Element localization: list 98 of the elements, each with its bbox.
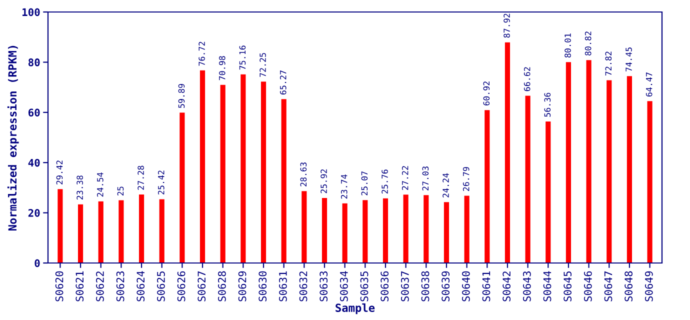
bar (546, 122, 551, 263)
x-tick-label: S0623 (116, 271, 124, 302)
x-tick-label: S0636 (380, 271, 389, 302)
data-label: 23.74 (340, 174, 348, 199)
bar (647, 101, 652, 263)
data-label: 72.82 (605, 52, 612, 76)
bar (566, 62, 572, 263)
bar (606, 80, 612, 263)
x-tick-label: S0628 (218, 271, 226, 302)
data-label: 25.76 (382, 170, 388, 194)
data-label: 66.62 (524, 67, 530, 92)
bar (444, 202, 450, 263)
x-tick-label: S0649 (644, 271, 653, 302)
bar (260, 82, 266, 263)
data-label: 65.27 (280, 70, 286, 94)
bar (240, 74, 246, 263)
bar (159, 199, 164, 263)
bar (302, 191, 307, 263)
y-axis-title: Normalized expression (RPKM) (7, 46, 19, 231)
data-label: 27.28 (138, 166, 144, 190)
bar (424, 195, 429, 263)
x-tick-label: S0620 (55, 271, 64, 302)
bar (281, 99, 286, 263)
x-tick-label: S0638 (421, 271, 430, 302)
y-tick-label: 0 (34, 259, 40, 268)
data-label: 27.03 (422, 166, 429, 190)
x-tick-label: S0629 (238, 271, 246, 302)
y-tick-label: 80 (28, 58, 40, 66)
x-tick-label: S0627 (198, 271, 206, 302)
y-tick-label: 40 (28, 158, 40, 167)
bar (586, 60, 592, 263)
x-tick-label: S0634 (340, 271, 348, 302)
x-tick-label: S0639 (442, 271, 450, 302)
x-tick-label: S0642 (502, 272, 511, 302)
x-tick-label: S0648 (624, 271, 633, 302)
bar (322, 198, 328, 263)
bar (464, 196, 470, 263)
data-label: 56.36 (544, 92, 551, 117)
x-tick-label: S0647 (604, 271, 612, 302)
x-tick-label: S0622 (96, 272, 104, 302)
data-label: 60.92 (483, 82, 490, 106)
data-label: 25.92 (320, 169, 327, 194)
bar (138, 194, 144, 263)
bar (484, 110, 490, 263)
x-tick-label: S0643 (522, 271, 531, 302)
data-label: 26.79 (462, 167, 470, 191)
bar (180, 112, 185, 263)
data-label: 80.82 (584, 32, 592, 56)
data-label: 74.45 (626, 48, 632, 72)
data-label: 28.63 (300, 162, 307, 186)
bar (504, 42, 510, 263)
x-tick-label: S0637 (401, 271, 409, 302)
bar (78, 204, 84, 263)
data-label: 64.47 (646, 72, 652, 96)
x-tick-label: S0630 (258, 271, 267, 302)
x-tick-label: S0640 (462, 271, 470, 302)
bar (362, 200, 368, 263)
data-label: 25.07 (361, 171, 368, 196)
data-label: 25 (117, 186, 124, 196)
data-label: 23.38 (76, 176, 83, 200)
x-tick-label: S0625 (157, 271, 165, 302)
x-tick-label: S0624 (136, 271, 145, 302)
data-label: 76.72 (198, 42, 205, 66)
data-label: 24.54 (97, 172, 104, 197)
data-label: 29.42 (56, 160, 63, 184)
x-axis-title: Sample (336, 303, 375, 314)
bar (200, 70, 206, 263)
x-tick-label: S0626 (177, 271, 186, 302)
bar (220, 84, 226, 263)
y-tick-label: 100 (22, 8, 40, 16)
y-tick-label: 20 (28, 209, 40, 217)
data-label: 75.16 (239, 46, 246, 70)
data-label: 70.98 (218, 56, 226, 80)
x-tick-label: S0644 (543, 271, 552, 302)
bar (58, 189, 63, 263)
y-tick-label: 60 (28, 108, 40, 117)
bar (382, 198, 388, 263)
x-tick-label: S0631 (279, 271, 287, 302)
data-label: 24.24 (442, 173, 449, 198)
x-tick-label: S0635 (360, 271, 368, 302)
data-label: 72.25 (260, 53, 266, 77)
bar (525, 96, 530, 263)
bar (98, 201, 104, 263)
data-label: 59.89 (178, 84, 185, 108)
x-tick-label: S0633 (320, 271, 328, 302)
data-label: 87.92 (504, 14, 510, 38)
x-tick-label: S0641 (482, 271, 490, 302)
x-tick-label: S0646 (584, 271, 592, 302)
bar (626, 76, 632, 263)
x-tick-label: S0632 (299, 272, 308, 302)
bar (403, 194, 408, 263)
data-label: 80.01 (564, 33, 571, 58)
data-label: 25.42 (158, 170, 164, 194)
x-tick-label: S0645 (564, 271, 572, 302)
x-tick-label: S0621 (76, 271, 84, 302)
data-label: 27.22 (402, 166, 408, 190)
bar (342, 203, 348, 263)
bar (118, 200, 124, 263)
